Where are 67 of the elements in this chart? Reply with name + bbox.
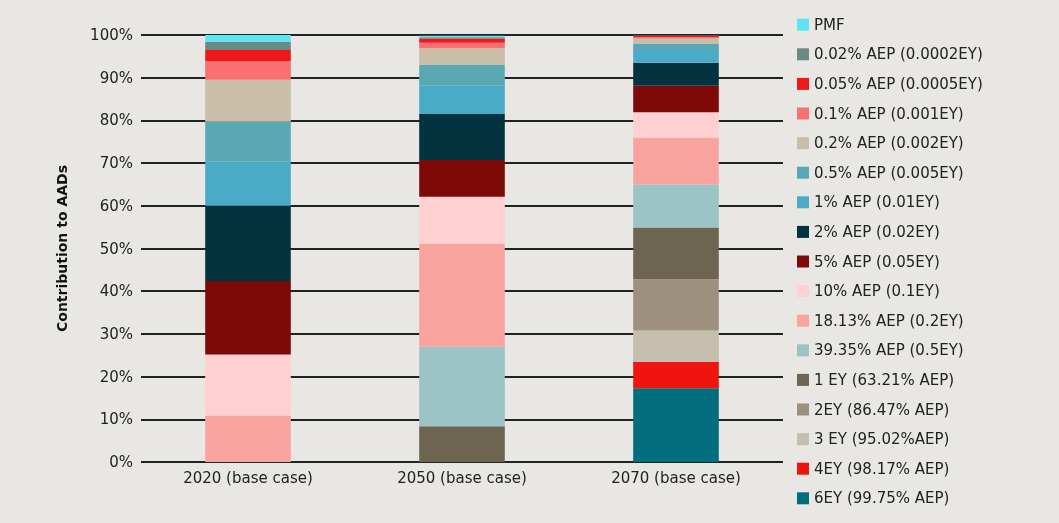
legend-label: 10% AEP (0.1EY) xyxy=(814,282,940,301)
bar xyxy=(419,48,505,65)
bar xyxy=(633,112,719,138)
x-tick-label: 2050 (base case) xyxy=(397,468,527,487)
bar xyxy=(633,85,719,113)
bar xyxy=(205,49,291,62)
legend-label: 4EY (98.17% AEP) xyxy=(814,459,950,478)
bar xyxy=(419,113,505,161)
bar xyxy=(205,354,291,416)
bar xyxy=(419,426,505,462)
y-tick-label: 90% xyxy=(99,68,133,87)
bar xyxy=(419,38,505,43)
bar xyxy=(633,137,719,185)
bar xyxy=(633,361,719,389)
bar xyxy=(633,279,719,331)
bar xyxy=(419,196,505,244)
x-tick-label: 2070 (base case) xyxy=(611,468,741,487)
y-tick-label: 0% xyxy=(109,453,133,471)
y-tick-label: 60% xyxy=(99,196,133,215)
x-tick-label: 2020 (base case) xyxy=(183,468,313,487)
y-tick-label: 20% xyxy=(99,367,133,386)
bar xyxy=(419,160,505,197)
legend-label: 1 EY (63.21% AEP) xyxy=(814,370,955,389)
bar xyxy=(419,42,505,49)
legend-label: 2% AEP (0.02EY) xyxy=(814,222,940,241)
bar xyxy=(205,161,291,206)
legend-label: 1% AEP (0.01EY) xyxy=(814,193,940,212)
legend-label: 0.2% AEP (0.002EY) xyxy=(814,134,964,153)
legend-label: 0.5% AEP (0.005EY) xyxy=(814,163,964,182)
bar xyxy=(633,388,719,462)
legend-label: 0.1% AEP (0.001EY) xyxy=(814,104,964,123)
y-tick-label: 80% xyxy=(99,111,133,130)
y-tick-label: 100% xyxy=(90,26,133,44)
y-axis-title: Contribution to AADs xyxy=(54,164,70,333)
legend-label: 6EY (99.75% AEP) xyxy=(814,489,950,508)
y-tick-label: 70% xyxy=(99,154,133,173)
bar xyxy=(205,79,291,122)
bar xyxy=(205,41,291,50)
legend-label: PMF xyxy=(814,15,845,34)
legend-label: 39.35% AEP (0.5EY) xyxy=(814,341,964,360)
bar xyxy=(419,346,505,427)
bar xyxy=(205,35,291,42)
legend-label: 18.13% AEP (0.2EY) xyxy=(814,311,964,330)
legend-label: 2EY (86.47% AEP) xyxy=(814,400,950,419)
bar xyxy=(205,280,291,355)
y-tick-label: 40% xyxy=(99,282,133,301)
y-tick-label: 50% xyxy=(99,239,133,258)
y-tick-label: 10% xyxy=(99,410,133,429)
bar xyxy=(633,330,719,362)
legend-label: 3 EY (95.02%AEP) xyxy=(814,430,950,449)
bar xyxy=(633,43,719,50)
bar xyxy=(633,227,719,280)
legend-label: 0.05% AEP (0.0005EY) xyxy=(814,74,983,93)
bar xyxy=(419,85,505,114)
bar xyxy=(205,205,291,281)
bar xyxy=(205,121,291,162)
bar xyxy=(633,184,719,228)
bar xyxy=(419,64,505,86)
y-tick-label: 30% xyxy=(99,324,133,343)
bar xyxy=(205,61,291,80)
bar xyxy=(633,38,719,44)
bar xyxy=(205,415,291,462)
legend-label: 0.02% AEP (0.0002EY) xyxy=(814,45,983,64)
legend-label: 5% AEP (0.05EY) xyxy=(814,252,940,271)
bar xyxy=(633,62,719,86)
bar xyxy=(419,243,505,347)
bar xyxy=(633,49,719,63)
